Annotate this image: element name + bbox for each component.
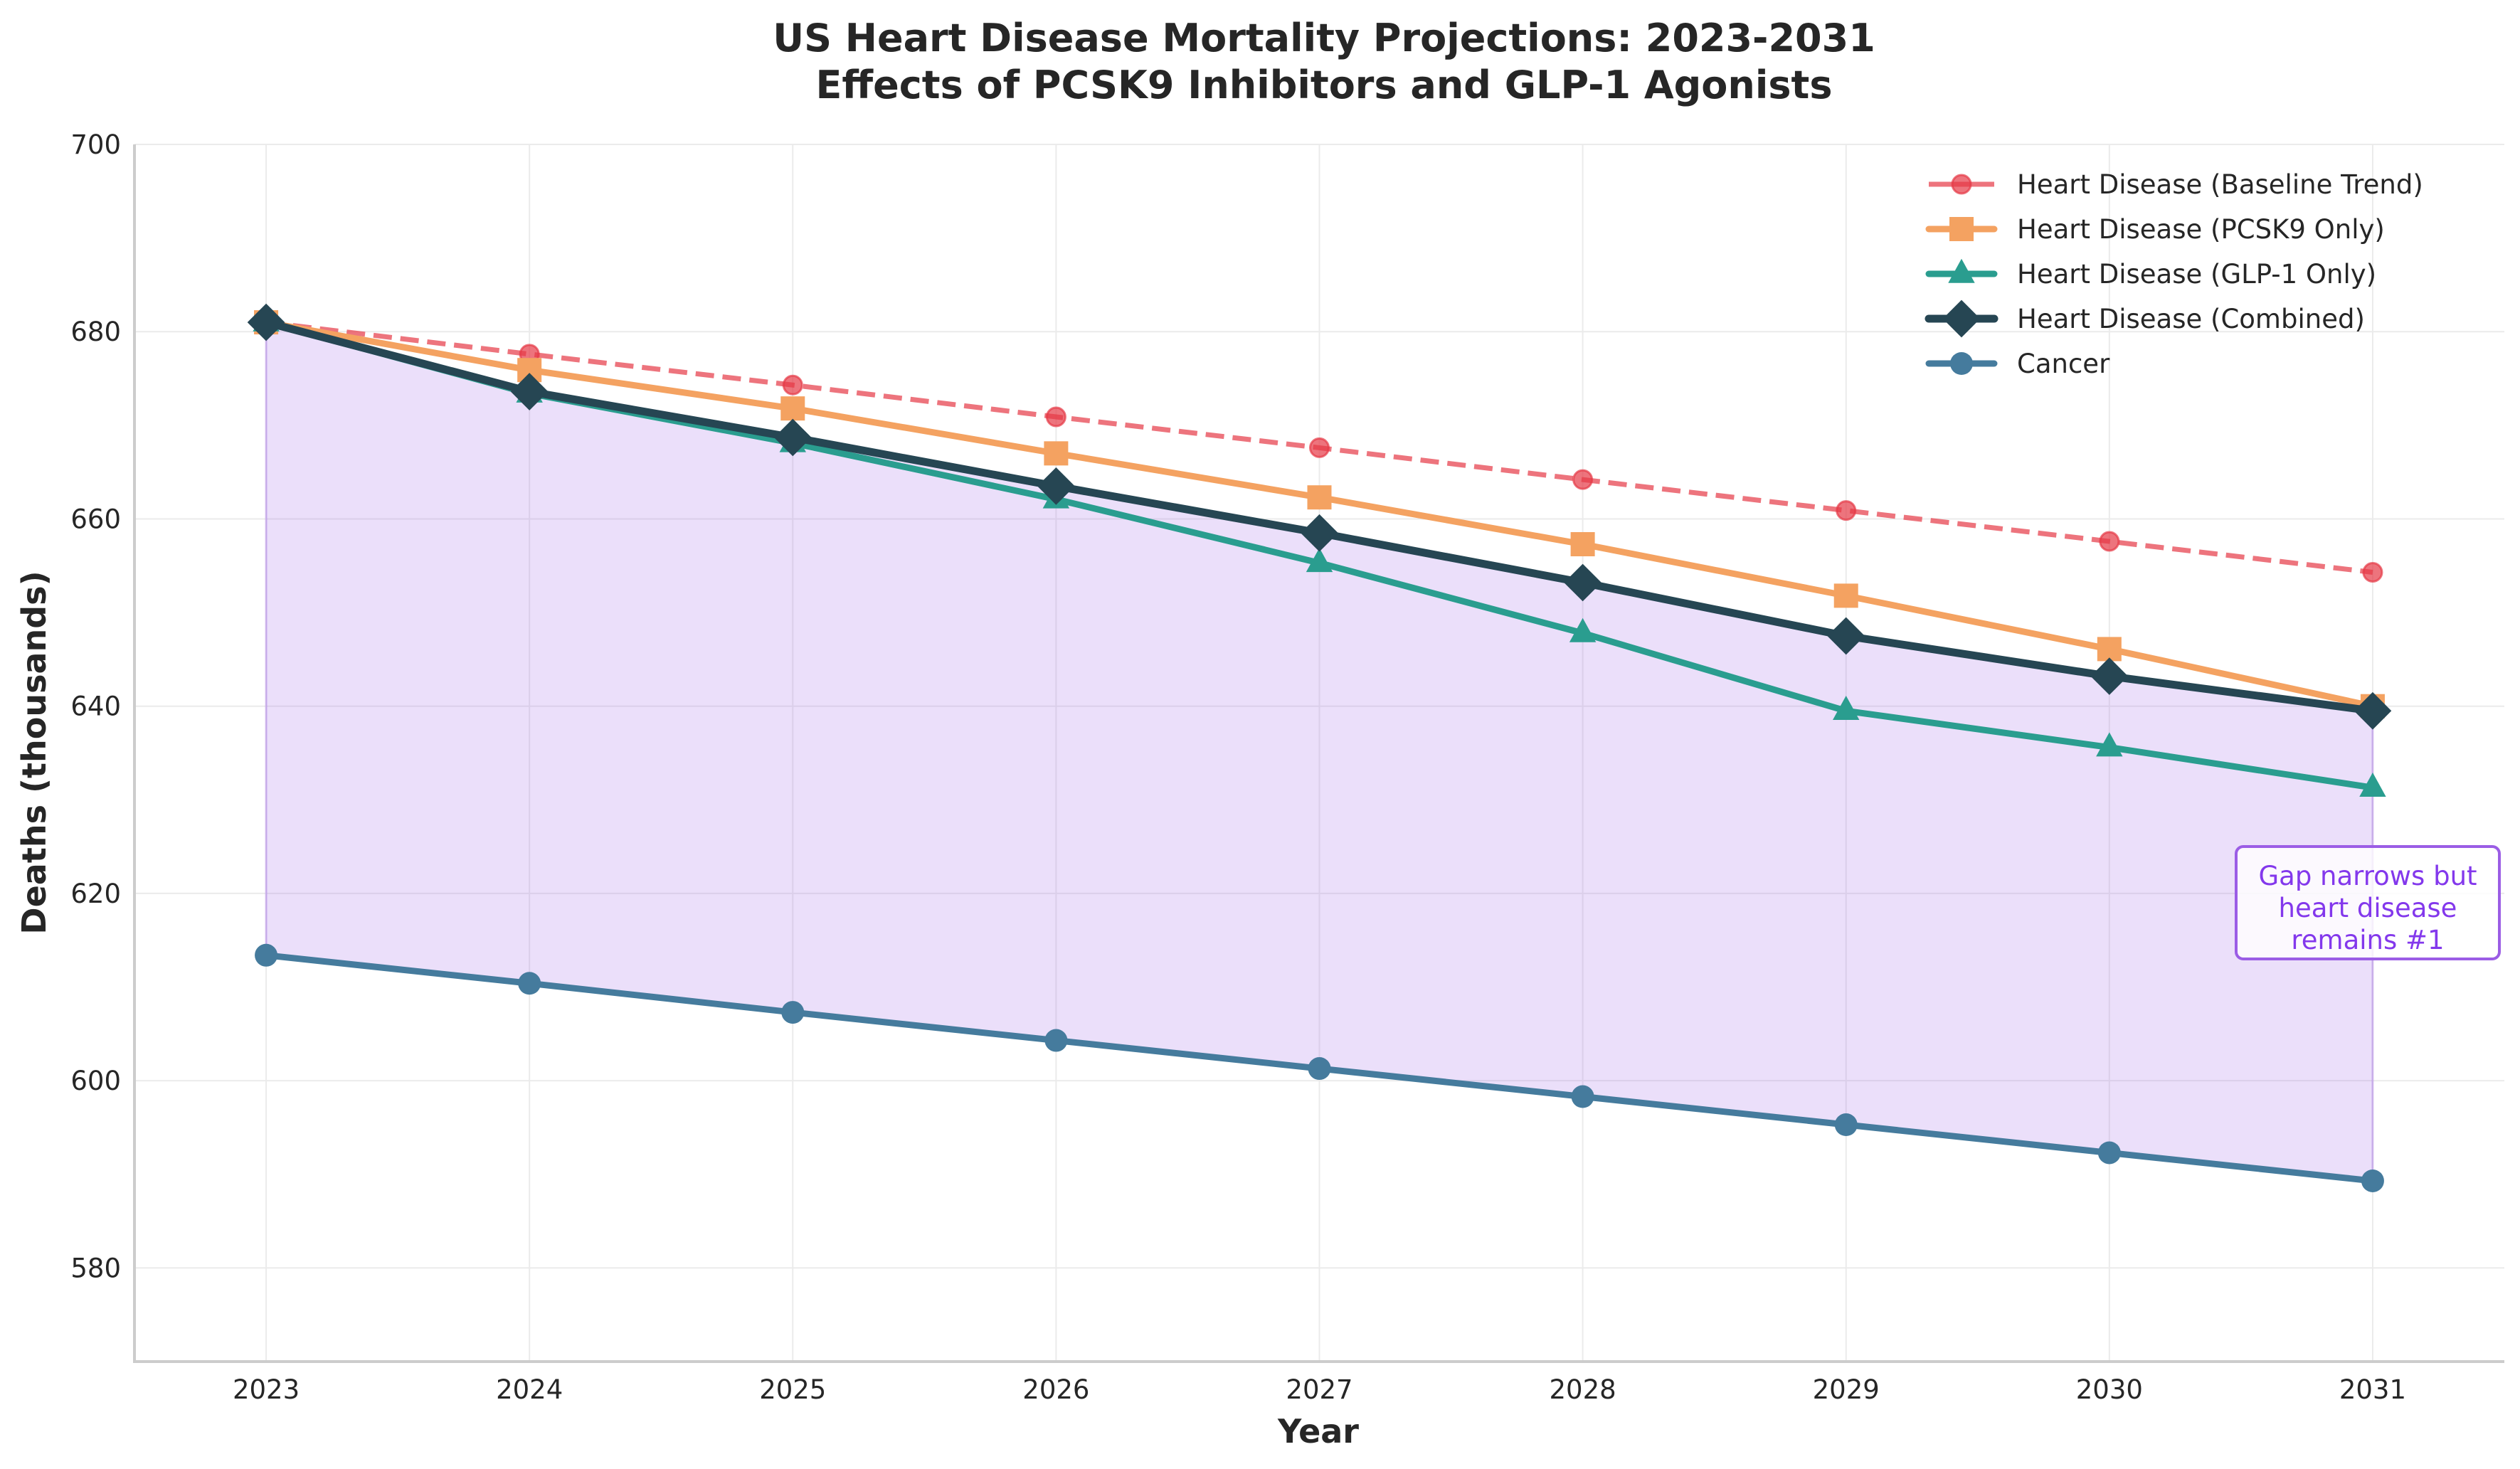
data-point: [2361, 1169, 2384, 1192]
x-tick-label: 2029: [1813, 1374, 1880, 1405]
legend-item: Heart Disease (PCSK9 Only): [1925, 214, 2385, 245]
data-point: [2359, 772, 2386, 797]
legend-item: Heart Disease (GLP-1 Only): [1925, 258, 2376, 290]
legend-item: Heart Disease (Baseline Trend): [1929, 169, 2423, 200]
y-tick-label: 700: [70, 129, 121, 160]
data-point: [1827, 617, 1865, 655]
series-cancer: [255, 943, 2384, 1192]
data-point: [1833, 696, 1860, 721]
data-point: [255, 943, 278, 967]
data-point: [1833, 583, 1858, 608]
legend-item: Heart Disease (Combined): [1925, 299, 2365, 338]
data-point: [1307, 485, 1332, 510]
data-point: [780, 396, 805, 421]
data-point: [2090, 657, 2129, 695]
data-point: [1834, 1113, 1858, 1137]
data-point: [2097, 1141, 2121, 1165]
x-tick-label: 2030: [2076, 1374, 2143, 1405]
data-point: [1308, 1057, 1331, 1081]
annotation-frame: [2235, 845, 2501, 960]
data-point: [2362, 561, 2383, 583]
x-tick-label: 2023: [233, 1374, 300, 1405]
data-point: [782, 374, 803, 396]
legend-label: Heart Disease (GLP-1 Only): [2017, 259, 2376, 290]
data-point: [1309, 437, 1330, 458]
annotation-text-line: Gap narrows but: [2258, 861, 2477, 891]
data-point: [1570, 531, 1595, 556]
y-axis-label: Deaths (thousands): [15, 571, 53, 934]
data-point: [1306, 548, 1333, 573]
data-point: [1836, 500, 1857, 521]
data-point: [2099, 531, 2120, 552]
x-tick-label: 2031: [2339, 1374, 2406, 1405]
data-point: [1572, 469, 1594, 490]
data-point: [1044, 441, 1069, 466]
legend-marker-circle-icon: [1951, 174, 1972, 195]
chart-title: US Heart Disease Mortality Projections: …: [773, 16, 1875, 60]
legend-label: Heart Disease (Combined): [2017, 304, 2365, 334]
data-point: [247, 303, 285, 341]
chart-subtitle: Effects of PCSK9 Inhibitors and GLP-1 Ag…: [816, 63, 1833, 107]
annotation-text-line: remains #1: [2291, 925, 2444, 955]
y-tick-label: 620: [70, 879, 121, 909]
legend-marker-diamond-icon: [1942, 299, 1981, 338]
data-point: [2097, 637, 2122, 662]
x-tick-label: 2025: [759, 1374, 826, 1405]
legend-label: Cancer: [2017, 349, 2110, 379]
y-tick-label: 580: [70, 1253, 121, 1283]
x-tick-label: 2028: [1550, 1374, 1616, 1405]
legend-marker-square-icon: [1949, 217, 1974, 241]
data-point: [1301, 514, 1338, 552]
data-point: [1037, 467, 1075, 505]
legend: Heart Disease (Baseline Trend) Heart Dise…: [1925, 169, 2423, 379]
legend-marker-circle-icon: [1950, 352, 1973, 375]
x-tick-label: 2024: [496, 1374, 563, 1405]
data-point: [1045, 406, 1066, 428]
data-point: [1571, 1085, 1594, 1108]
y-tick-label: 640: [70, 691, 121, 722]
data-point: [510, 373, 549, 410]
y-tick-label: 600: [70, 1066, 121, 1096]
data-point: [773, 418, 812, 457]
data-point: [2096, 732, 2123, 757]
x-tick-label: 2026: [1022, 1374, 1089, 1405]
annotation-text-line: heart disease: [2279, 893, 2457, 923]
data-point: [1564, 563, 1602, 602]
axes-spines: [133, 144, 2504, 1363]
data-point: [1569, 617, 1597, 642]
x-axis-label: Year: [1277, 1412, 1359, 1451]
data-point: [1044, 1029, 1068, 1052]
legend-label: Heart Disease (Baseline Trend): [2017, 169, 2423, 200]
y-tick-label: 660: [70, 504, 121, 534]
data-point: [518, 972, 541, 995]
legend-item: Cancer: [1925, 349, 2110, 379]
series-group: [247, 303, 2392, 1192]
series-heart-disease-baseline-trend: [255, 312, 2383, 583]
legend-label: Heart Disease (PCSK9 Only): [2017, 214, 2385, 245]
x-tick-label: 2027: [1286, 1374, 1352, 1405]
y-tick-label: 680: [70, 317, 121, 347]
data-point: [2354, 691, 2392, 730]
legend-marker-triangle-icon: [1948, 258, 1975, 283]
series-heart-disease-combined: [247, 303, 2392, 730]
x-tick-labels: 2023 2024 2025 2026 2027 2028 2029 2030 2031: [233, 1374, 2406, 1405]
data-point: [781, 1001, 805, 1024]
y-tick-labels: 580 600 620 640 660 680 700: [70, 129, 121, 1283]
